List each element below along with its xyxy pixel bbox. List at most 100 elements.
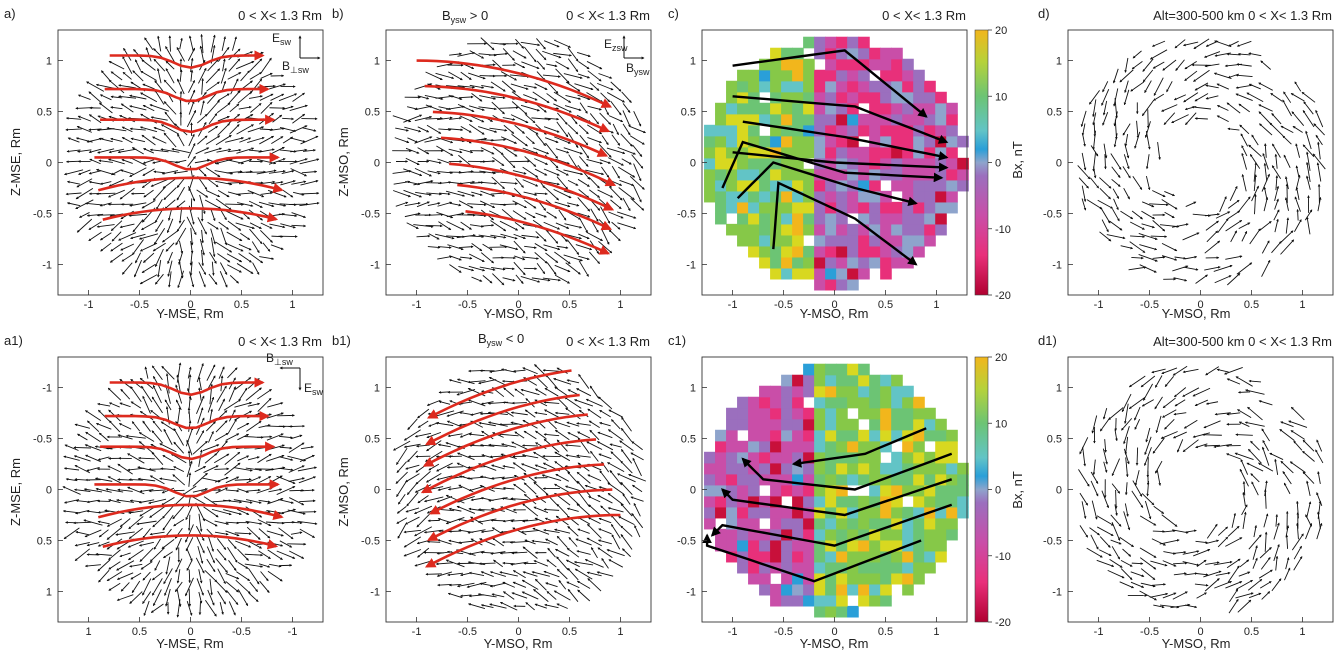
heat-cell — [770, 407, 782, 420]
heat-cell — [880, 124, 892, 137]
heat-cell — [880, 47, 892, 60]
heat-cell — [858, 91, 870, 104]
heat-cell — [770, 594, 782, 607]
heat-cell — [858, 385, 870, 398]
field-arrow — [289, 158, 308, 165]
field-arrow — [459, 115, 473, 122]
field-arrow — [122, 56, 133, 74]
heat-cell — [825, 429, 837, 442]
field-arrow — [207, 221, 219, 230]
heat-cell — [792, 550, 804, 563]
field-arrow — [207, 178, 219, 188]
field-arrow — [586, 61, 603, 70]
heat-cell — [858, 80, 870, 93]
field-arrow — [620, 525, 633, 537]
heat-cell — [803, 245, 815, 258]
field-arrow — [597, 189, 614, 198]
field-arrow — [1254, 193, 1257, 215]
field-arrow — [601, 166, 610, 178]
heat-cell — [858, 539, 870, 552]
heat-cell — [935, 429, 947, 442]
heat-cell — [737, 539, 749, 552]
field-arrow — [199, 239, 205, 256]
panel-d-xlabel: Y-MSO, Rm — [1162, 306, 1231, 321]
heat-cell — [737, 179, 749, 192]
field-arrow — [426, 159, 442, 164]
heat-cell — [825, 385, 837, 398]
field-arrow — [145, 47, 152, 62]
heat-cell — [869, 146, 881, 159]
colorbar-tick-label: 20 — [995, 25, 1007, 37]
heat-cell — [957, 179, 969, 192]
heat-cell — [847, 179, 859, 192]
field-arrow — [1252, 545, 1258, 560]
field-arrow — [512, 581, 527, 588]
field-arrow — [445, 190, 466, 197]
field-arrow — [1079, 525, 1089, 538]
field-arrow — [1184, 61, 1197, 70]
field-arrow — [176, 569, 181, 584]
heat-cell — [880, 201, 892, 214]
panel-b-ylabel: Z-MSO, Rm — [336, 127, 351, 196]
heat-cell — [748, 440, 760, 453]
field-arrow — [1226, 102, 1241, 114]
heat-cell — [880, 256, 892, 269]
heat-cell — [913, 407, 925, 420]
field-arrow — [1271, 165, 1282, 180]
heat-cell — [759, 80, 771, 93]
field-arrow — [521, 579, 539, 590]
heat-cell — [946, 113, 958, 126]
field-arrow — [586, 537, 603, 547]
field-arrow — [249, 222, 262, 229]
field-arrow — [534, 192, 548, 196]
field-arrow — [1237, 409, 1252, 419]
heat-cell — [814, 135, 826, 148]
heat-cell — [748, 234, 760, 247]
field-arrow — [198, 262, 207, 276]
field-arrow — [75, 199, 94, 210]
field-arrow — [1182, 368, 1199, 374]
heat-cell — [814, 605, 826, 618]
y-tick-label: -0.5 — [677, 208, 696, 220]
heat-cell — [891, 256, 903, 269]
field-arrow — [585, 398, 603, 407]
field-arrow — [544, 603, 559, 609]
heat-cell — [781, 135, 793, 148]
field-arrow — [1123, 154, 1130, 170]
field-arrow — [217, 189, 230, 198]
field-arrow — [152, 242, 166, 252]
field-arrow — [201, 477, 221, 483]
heat-cell — [913, 234, 925, 247]
field-arrow — [141, 385, 153, 403]
field-arrow — [260, 101, 273, 114]
field-arrow — [1152, 190, 1166, 198]
field-arrow — [291, 212, 307, 218]
field-arrow — [190, 69, 194, 82]
field-arrow — [438, 246, 452, 249]
field-arrow — [480, 252, 495, 264]
field-arrow — [1282, 135, 1292, 145]
field-arrow — [404, 201, 421, 207]
field-arrow — [196, 189, 209, 198]
heat-cell — [792, 418, 804, 431]
field-arrow — [1113, 88, 1119, 107]
field-arrow — [249, 78, 263, 95]
heat-cell — [825, 256, 837, 269]
heat-cell — [770, 429, 782, 442]
heat-cell — [935, 539, 947, 552]
heat-cell — [913, 451, 925, 464]
field-arrow — [1104, 154, 1107, 170]
field-arrow — [622, 103, 631, 113]
field-arrow — [579, 218, 588, 234]
heat-cell — [836, 201, 848, 214]
field-arrow — [215, 180, 233, 186]
heat-cell — [737, 201, 749, 214]
field-arrow — [62, 509, 81, 514]
heat-cell — [836, 113, 848, 126]
field-arrow — [121, 159, 133, 164]
heat-cell — [836, 374, 848, 387]
heat-cell — [847, 135, 859, 148]
field-arrow — [1274, 198, 1279, 210]
field-arrow — [250, 103, 262, 113]
field-arrow — [1261, 240, 1270, 254]
